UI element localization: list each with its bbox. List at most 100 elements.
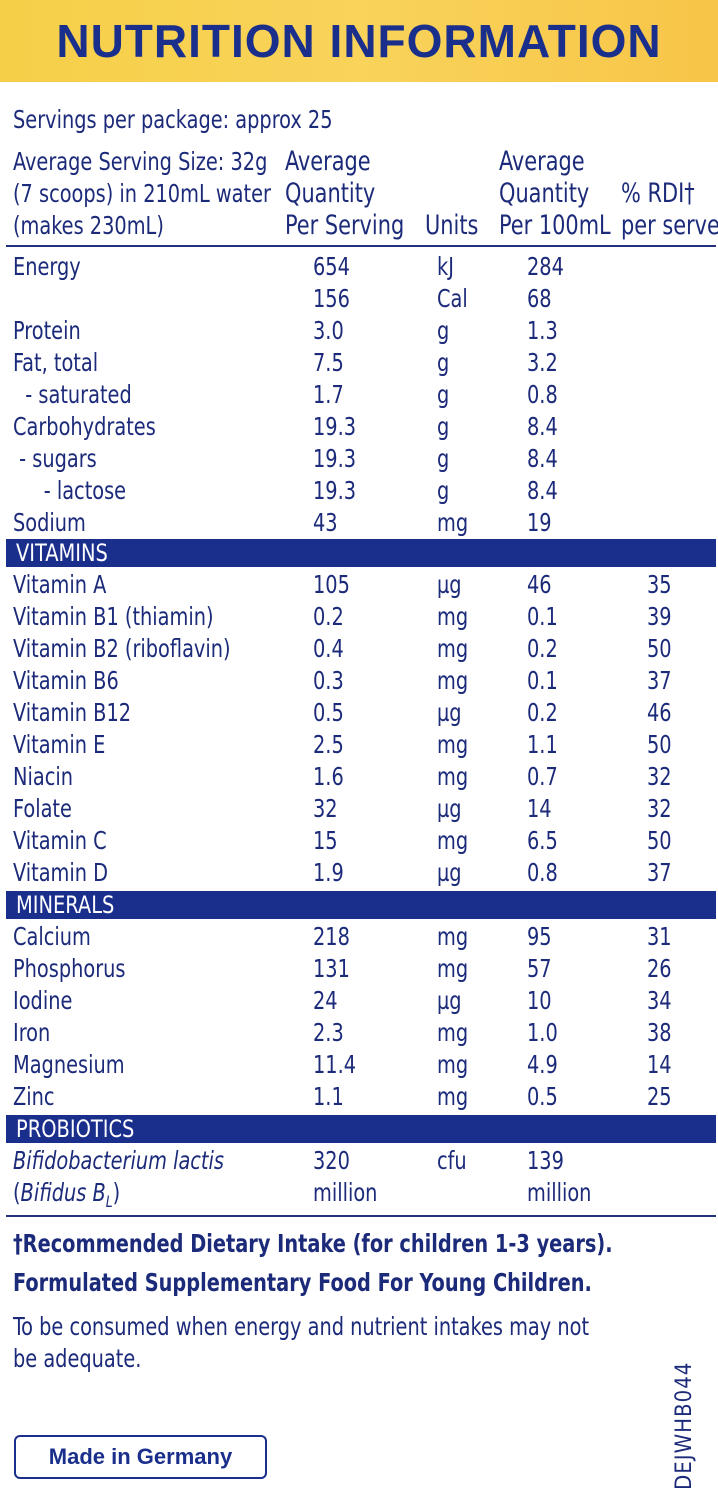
cell-per100: 1.0: [527, 1018, 558, 1047]
table-row: Folate 32 µg 14 32: [0, 793, 718, 825]
table-row: Iodine 24 µg 10 34: [0, 985, 718, 1017]
probiotic-per100: 139: [527, 1146, 564, 1175]
cell-serving: 7.5: [313, 348, 344, 377]
cell-serving: 0.3: [313, 666, 344, 695]
col-header-units: Units: [425, 210, 479, 241]
cell-per100: 6.5: [527, 826, 558, 855]
cell-per100: 4.9: [527, 1050, 558, 1079]
consume-note-line: be adequate.: [13, 1344, 142, 1373]
cell-name: Sodium: [13, 508, 86, 537]
cell-rdi: 46: [647, 698, 672, 727]
cell-rdi: 32: [647, 794, 672, 823]
cell-per100: 19: [527, 508, 552, 537]
cell-unit: mg: [437, 666, 469, 695]
cell-per100: 8.4: [527, 444, 558, 473]
made-in-badge: Made in Germany: [14, 1435, 267, 1479]
cell-name: Vitamin B2 (riboflavin): [13, 634, 231, 663]
col-header-per100: Average: [499, 146, 585, 177]
cell-per100: 284: [527, 252, 564, 281]
cell-unit: mg: [437, 762, 469, 791]
cell-unit: mg: [437, 508, 469, 537]
cell-unit: µg: [437, 698, 462, 727]
cell-name: Protein: [13, 316, 81, 345]
cell-rdi: 34: [647, 986, 672, 1015]
cell-serving: 24: [313, 986, 338, 1015]
cell-per100: 1.1: [527, 730, 558, 759]
cell-name: Iodine: [13, 986, 73, 1015]
cell-serving: 654: [313, 252, 350, 281]
made-in-label: Made in Germany: [48, 1444, 233, 1469]
cell-name: Niacin: [13, 762, 73, 791]
table-row: Iron 2.3 mg 1.0 38: [0, 1017, 718, 1049]
cell-name: Iron: [13, 1018, 51, 1047]
cell-name: Vitamin B6: [13, 666, 119, 695]
cell-name: Calcium: [13, 922, 91, 951]
table-row: Zinc 1.1 mg 0.5 25: [0, 1081, 718, 1113]
cell-serving: 2.5: [313, 730, 344, 759]
cell-rdi: 25: [647, 1082, 672, 1111]
cell-serving: 43: [313, 508, 338, 537]
cell-rdi: 31: [647, 922, 672, 951]
cell-per100: 0.8: [527, 380, 558, 409]
cell-serving: 0.2: [313, 602, 344, 631]
servings-per-package: Servings per package: approx 25: [13, 105, 333, 134]
col-header-per100: Per 100mL: [499, 210, 611, 241]
cell-serving: 15: [313, 826, 338, 855]
cell-per100: 14: [527, 794, 552, 823]
table-row: Vitamin E 2.5 mg 1.1 50: [0, 729, 718, 761]
cell-unit: mg: [437, 602, 469, 631]
cell-unit: g: [437, 348, 450, 377]
cell-per100: 57: [527, 954, 552, 983]
cell-name: Fat, total: [13, 348, 99, 377]
cell-serving: 1.9: [313, 858, 344, 887]
cell-per100: 0.5: [527, 1082, 558, 1111]
cell-serving: 156: [313, 284, 350, 313]
cell-unit: g: [437, 476, 450, 505]
probiotic-per100-unit: million: [527, 1178, 592, 1207]
cell-name: Vitamin A: [13, 570, 107, 599]
cell-unit: mg: [437, 826, 469, 855]
table-row: Vitamin B12 0.5 µg 0.2 46: [0, 697, 718, 729]
table-row: 156 Cal 68: [0, 283, 718, 315]
cell-per100: 0.1: [527, 666, 558, 695]
serving-size-line: Average Serving Size: 32g: [13, 147, 268, 176]
table-row: Carbohydrates 19.3 g 8.4: [0, 411, 718, 443]
cell-name: Magnesium: [13, 1050, 125, 1079]
cell-unit: kJ: [437, 252, 454, 281]
cell-unit: Cal: [437, 284, 468, 313]
cell-per100: 0.2: [527, 634, 558, 663]
cell-per100: 95: [527, 922, 552, 951]
cell-unit: µg: [437, 986, 462, 1015]
cell-unit: mg: [437, 634, 469, 663]
cell-name: Vitamin B1 (thiamin): [13, 602, 214, 631]
cell-per100: 68: [527, 284, 552, 313]
cell-name: Energy: [13, 252, 81, 281]
cell-rdi: 37: [647, 666, 672, 695]
cell-unit: mg: [437, 1082, 469, 1111]
cell-rdi: 32: [647, 762, 672, 791]
cell-name: Vitamin D: [13, 858, 109, 887]
cell-unit: g: [437, 316, 450, 345]
table-row: - saturated 1.7 g 0.8: [0, 379, 718, 411]
cell-serving: 0.5: [313, 698, 344, 727]
cell-unit: mg: [437, 954, 469, 983]
minerals-section-bar: MINERALS: [6, 891, 716, 919]
cell-unit: mg: [437, 922, 469, 951]
col-header-rdi: % RDI†: [621, 178, 695, 209]
formulated-note: Formulated Supplementary Food For Young …: [13, 1268, 592, 1297]
col-header-serving: Per Serving: [285, 210, 405, 241]
cell-unit: mg: [437, 1018, 469, 1047]
table-row: Vitamin B2 (riboflavin) 0.4 mg 0.2 50: [0, 633, 718, 665]
cell-per100: 3.2: [527, 348, 558, 377]
cell-unit: g: [437, 444, 450, 473]
cell-name: Folate: [13, 794, 72, 823]
header-divider: [6, 245, 716, 247]
cell-name: - saturated: [13, 380, 132, 409]
cell-per100: 10: [527, 986, 552, 1015]
probiotics-label: PROBIOTICS: [16, 1115, 135, 1143]
cell-serving: 131: [313, 954, 350, 983]
vitamins-section-bar: VITAMINS: [6, 539, 716, 567]
table-row: Protein 3.0 g 1.3: [0, 315, 718, 347]
cell-serving: 19.3: [313, 412, 357, 441]
footer-divider: [6, 1215, 716, 1217]
